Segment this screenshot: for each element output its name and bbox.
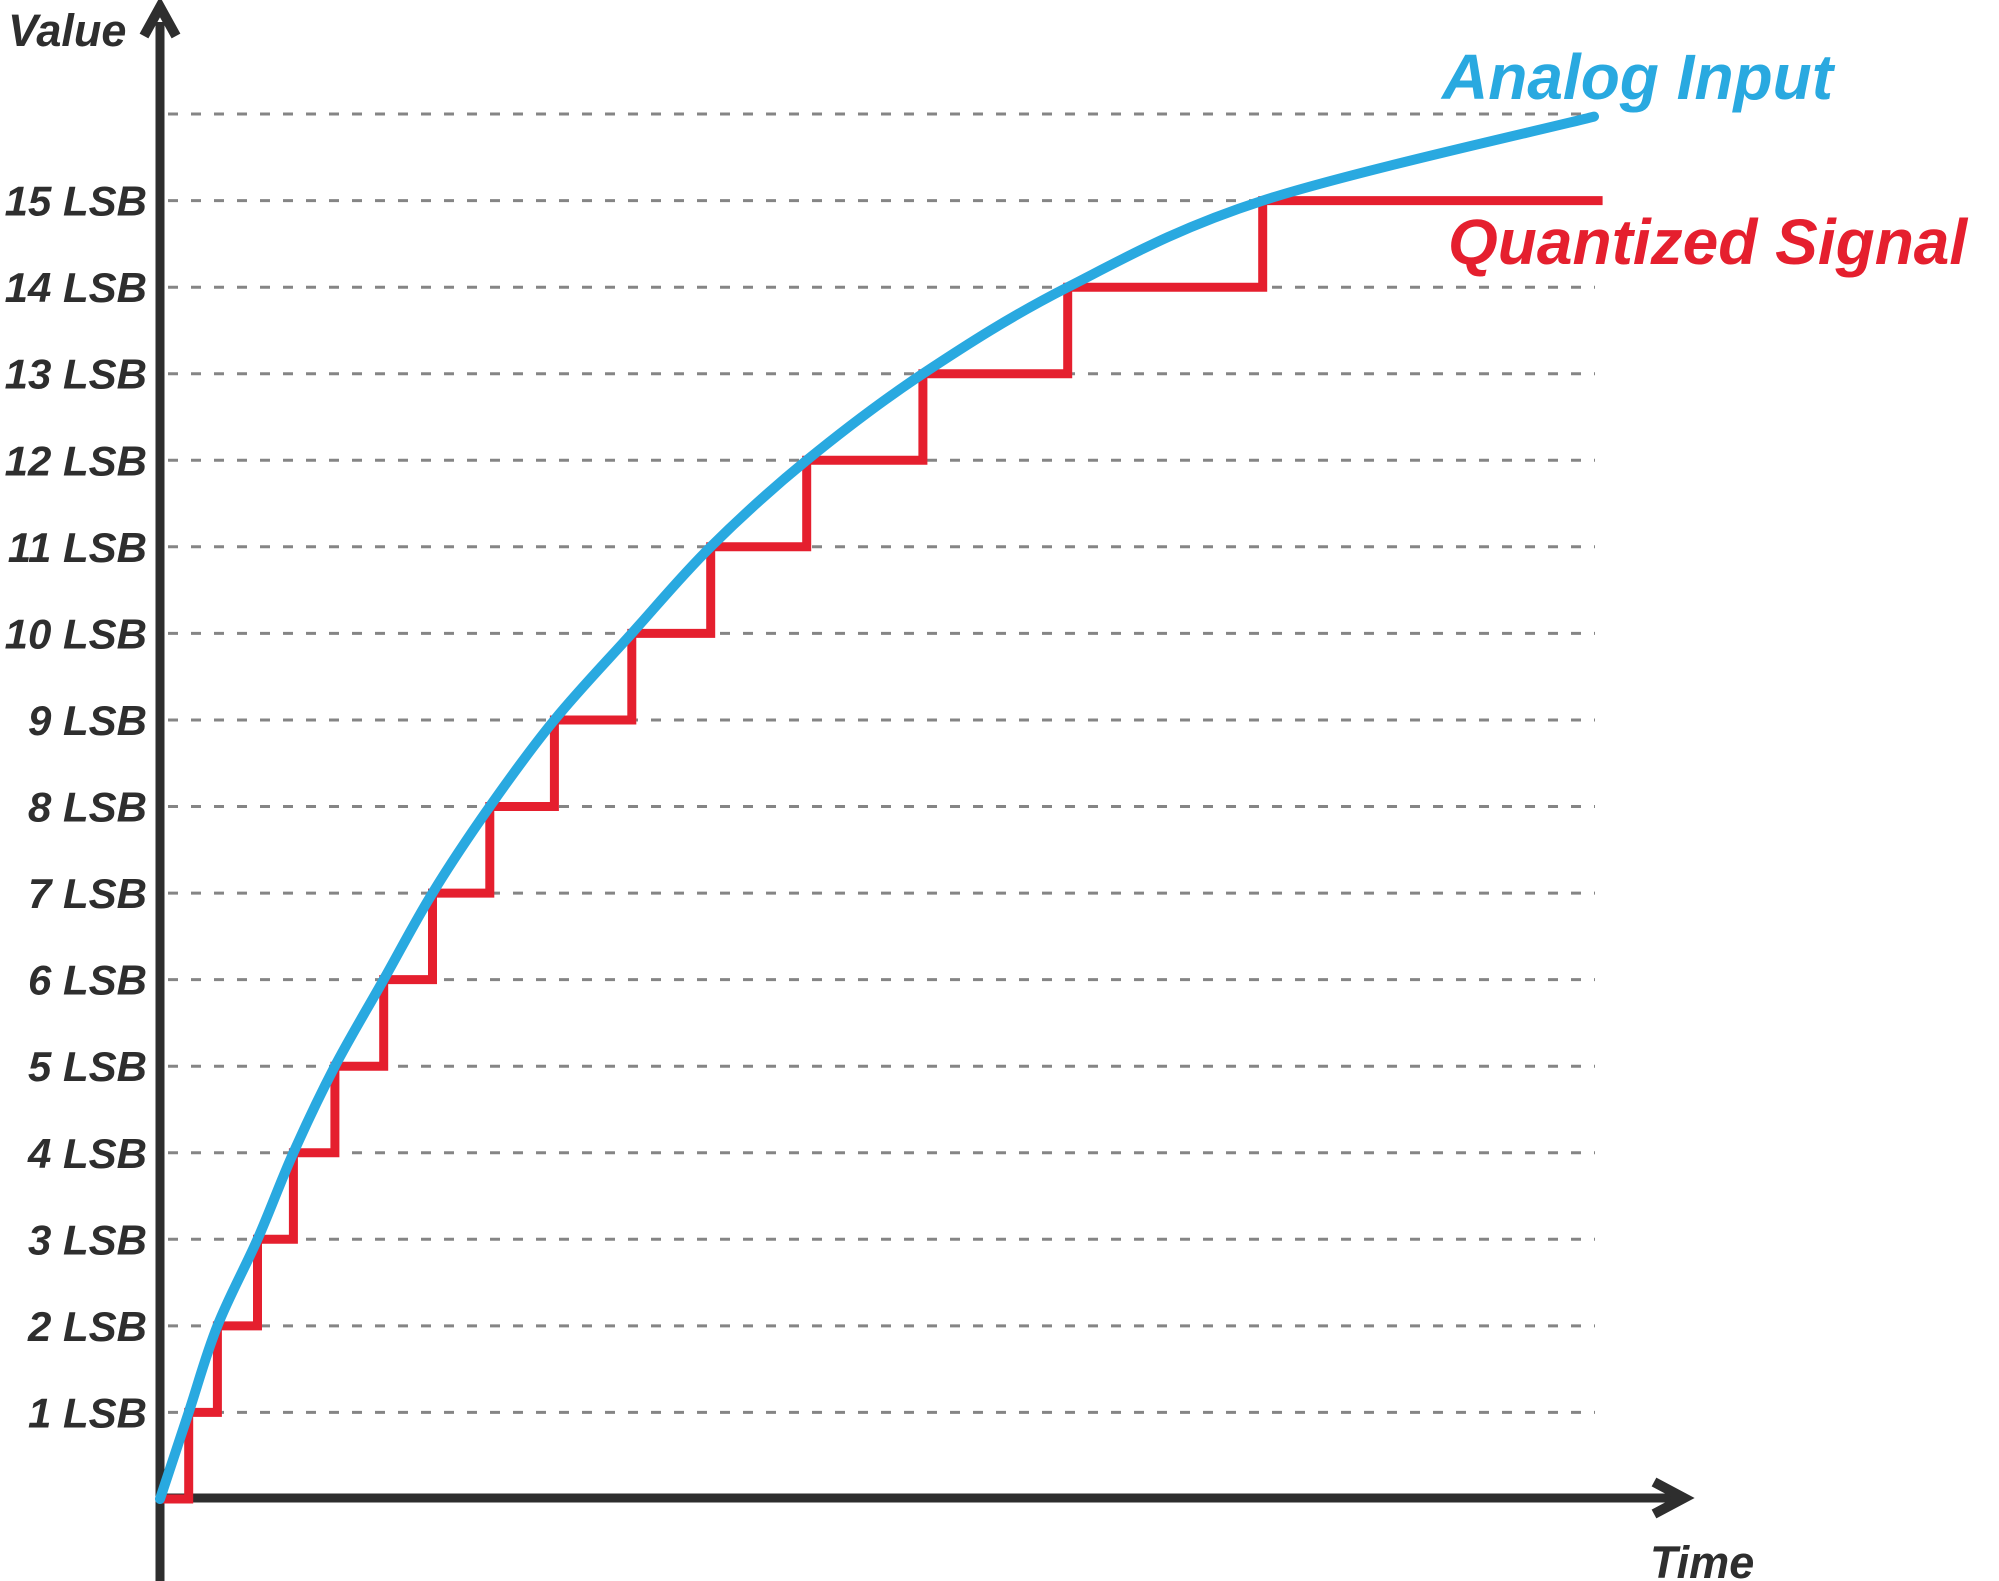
y-tick-label-7-lsb: 7 LSB	[28, 870, 147, 917]
y-tick-label-11-lsb: 11 LSB	[8, 524, 147, 571]
y-axis-arrowhead-icon	[139, 0, 181, 39]
y-tick-label-9-lsb: 9 LSB	[28, 697, 147, 744]
y-tick-label-10-lsb: 10 LSB	[5, 610, 147, 657]
y-tick-label-5-lsb: 5 LSB	[28, 1043, 147, 1090]
x-axis-arrowhead-icon	[1651, 1477, 1695, 1519]
y-tick-label-13-lsb: 13 LSB	[5, 351, 147, 398]
quantized-signal-line	[160, 196, 1603, 1504]
y-tick-label-2-lsb: 2 LSB	[27, 1303, 147, 1350]
y-axis-label: Value	[8, 5, 126, 56]
y-tick-label-4-lsb: 4 LSB	[27, 1130, 147, 1177]
legend-analog-input: Analog Input	[1440, 41, 1836, 113]
analog-input-curve	[155, 111, 1599, 1504]
gridlines-group	[168, 112, 1595, 1414]
y-tick-label-12-lsb: 12 LSB	[5, 437, 147, 484]
y-tick-label-6-lsb: 6 LSB	[28, 957, 147, 1004]
x-axis-label: Time	[1650, 1537, 1754, 1581]
y-tick-label-1-lsb: 1 LSB	[28, 1389, 147, 1436]
y-tick-labels-group: 1 LSB 2 LSB 3 LSB 4 LSB 5 LSB 6 LSB 7 LSB 8 LSB…	[5, 178, 147, 1437]
y-tick-label-3-lsb: 3 LSB	[28, 1216, 147, 1263]
legend-quantized-signal: Quantized Signal	[1448, 206, 1968, 278]
y-tick-label-8-lsb: 8 LSB	[28, 784, 147, 831]
y-tick-label-15-lsb: 15 LSB	[5, 178, 147, 225]
axes-group	[139, 0, 1695, 1581]
y-tick-label-14-lsb: 14 LSB	[5, 264, 147, 311]
